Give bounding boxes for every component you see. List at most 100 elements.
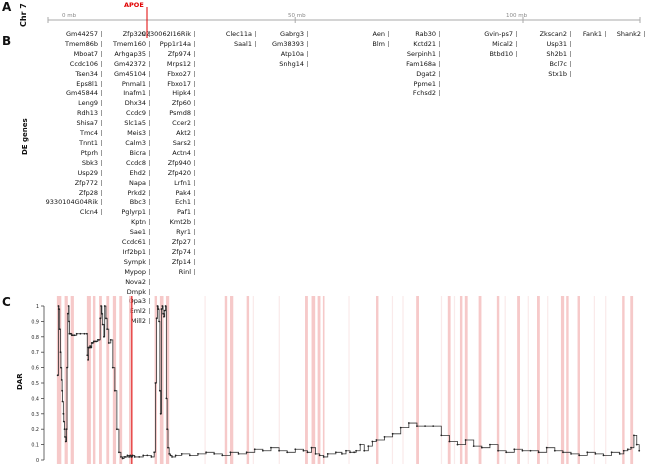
dar-point (64, 436, 66, 438)
highlight-region (64, 296, 68, 464)
dar-point (86, 354, 89, 357)
gene-label: Gm45844 (46, 89, 102, 99)
dar-point (166, 428, 169, 431)
gene-label: Zfp14 (141, 258, 195, 268)
gene-label: Serpinh1 (406, 50, 440, 60)
dar-point (62, 420, 65, 423)
dar-point (106, 328, 109, 330)
highlight-region-light (204, 296, 206, 464)
gene-label: Ccer2 (141, 119, 195, 129)
gene-label: Zfp420 (141, 169, 195, 179)
y-tick-label: 0.2 (31, 427, 39, 433)
gene-label: Arhgap35 (113, 50, 150, 60)
gene-label: Blm (372, 40, 389, 50)
highlight-region (112, 296, 117, 464)
dar-point (286, 451, 289, 454)
dar-point (129, 454, 132, 457)
gene-label: Sars2 (141, 139, 195, 149)
gene-label: Tmc4 (46, 129, 102, 139)
gene-label: Zfp974 (141, 50, 195, 60)
dar-point (622, 449, 625, 452)
dar-point (353, 451, 356, 454)
gene-column: Zkscan2 Usp31 Sh2b1 Bcl7c Stx1b (540, 30, 571, 80)
dar-point (261, 449, 264, 452)
dar-point (294, 448, 297, 451)
gene-label: Btbd10 (484, 50, 517, 60)
dar-point (326, 452, 329, 455)
dar-point (153, 451, 156, 454)
gene-label: Pnmal1 (113, 80, 150, 90)
dar-point (322, 456, 325, 458)
dar-point (416, 425, 418, 428)
gene-label: Zfp60 (141, 99, 195, 109)
gene-label: C230062I16Rik (141, 30, 195, 40)
highlight-region-light (593, 296, 595, 464)
gene-column: Shank2 (617, 30, 645, 40)
gene-column: Gvin-ps7 Mical2 Btbd10 (484, 30, 517, 60)
highlight-region (317, 296, 321, 464)
y-tick-label: 0 (36, 458, 39, 464)
panel-label-c: C (2, 295, 11, 309)
gene-label: Kptn (113, 218, 150, 228)
gene-label: Tmem86b (46, 40, 102, 50)
gene-label: Fbxo17 (141, 80, 195, 90)
dar-point (154, 382, 157, 384)
highlight-region (464, 296, 468, 464)
highlight-region-light (440, 296, 443, 464)
dar-point (59, 351, 62, 354)
gene-label: Dgat2 (406, 70, 440, 80)
gene-label: Ccdc106 (46, 60, 102, 70)
dar-point (163, 309, 166, 312)
dar-point (126, 454, 129, 457)
gene-label: Ech1 (141, 198, 195, 208)
highlight-region (86, 296, 91, 464)
dar-point (383, 436, 386, 438)
gene-label: Actn4 (141, 149, 195, 159)
dar-point (562, 451, 564, 454)
gene-label: Saal1 (226, 40, 256, 50)
dar-point (98, 338, 100, 341)
highlight-region (630, 296, 634, 464)
ruler-label-100: 100 mb (506, 13, 528, 19)
dar-point (70, 332, 72, 335)
dar-point (349, 451, 351, 454)
dar-point (359, 443, 362, 446)
gene-label: Napa (113, 179, 150, 189)
highlight-region (129, 296, 132, 464)
dar-point (278, 449, 280, 452)
gene-label: Inafm1 (113, 89, 150, 99)
dar-point (87, 359, 89, 361)
y-tick-label: 0.1 (31, 443, 39, 449)
highlight-region (459, 296, 463, 464)
gene-label: Shank2 (617, 30, 645, 40)
gene-label: Hipk4 (141, 89, 195, 99)
dar-point (407, 422, 410, 424)
gene-label: Kmt2b (141, 218, 195, 228)
gene-label: Usp31 (540, 40, 571, 50)
dar-point (65, 428, 68, 431)
dar-point (169, 454, 172, 457)
dar-point (174, 454, 177, 457)
y-tick-label: 0.3 (31, 412, 39, 418)
gene-label: Mrps12 (141, 60, 195, 70)
dar-point (68, 320, 70, 323)
dar-point (162, 312, 165, 315)
dar-point (180, 452, 183, 455)
dar-point (221, 454, 224, 457)
gene-label: Ppme1 (406, 80, 440, 90)
dar-point (75, 332, 78, 335)
dar-point (109, 338, 112, 341)
panel-label-a: A (2, 0, 12, 14)
highlight-region-light (402, 296, 404, 464)
gene-label: Gm45104 (113, 70, 150, 80)
dar-point (61, 389, 64, 392)
dar-point (464, 439, 467, 441)
y-tick-label: 0.8 (31, 335, 39, 341)
dar-point (270, 446, 272, 449)
dar-point (570, 452, 572, 455)
dar-point (602, 454, 605, 457)
gene-label: Sae1 (113, 228, 150, 238)
dar-point (128, 456, 130, 458)
dar-point (121, 457, 124, 460)
dar-point (113, 389, 116, 392)
